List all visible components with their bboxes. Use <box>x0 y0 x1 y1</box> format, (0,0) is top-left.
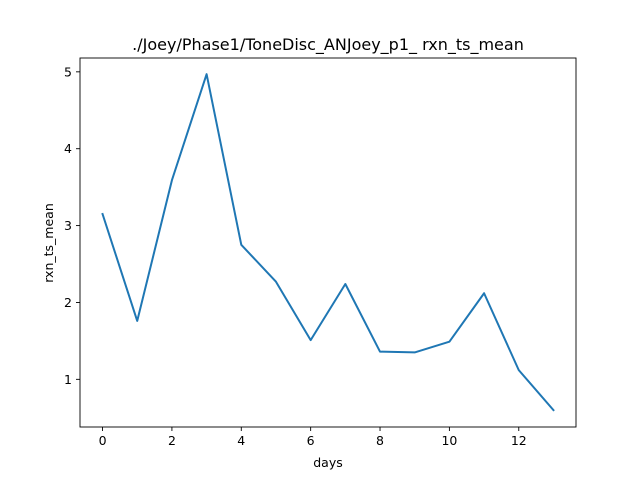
x-tick-label: 8 <box>376 433 384 448</box>
y-tick-label: 1 <box>64 372 72 387</box>
y-tick-label: 3 <box>64 218 72 233</box>
y-axis-label: rxn_ts_mean <box>41 203 56 283</box>
y-tick-label: 4 <box>64 141 72 156</box>
chart-title: ./Joey/Phase1/ToneDisc_ANJoey_p1_ rxn_ts… <box>132 35 524 55</box>
x-tick-label: 0 <box>99 433 107 448</box>
y-tick-label: 2 <box>64 295 72 310</box>
y-tick-label: 5 <box>64 64 72 79</box>
x-tick-label: 6 <box>307 433 315 448</box>
x-axis-label: days <box>313 455 343 470</box>
plot-frame <box>79 57 577 428</box>
x-tick-label: 10 <box>441 433 457 448</box>
x-tick-label: 4 <box>237 433 245 448</box>
plot-layer <box>101 73 555 412</box>
x-tick-label: 12 <box>511 433 527 448</box>
series-line <box>101 73 555 412</box>
x-tick-label: 2 <box>168 433 176 448</box>
x-axis: 0 2 4 6 8 10 12 <box>99 427 527 448</box>
y-axis: 1 2 3 4 5 <box>64 64 80 387</box>
